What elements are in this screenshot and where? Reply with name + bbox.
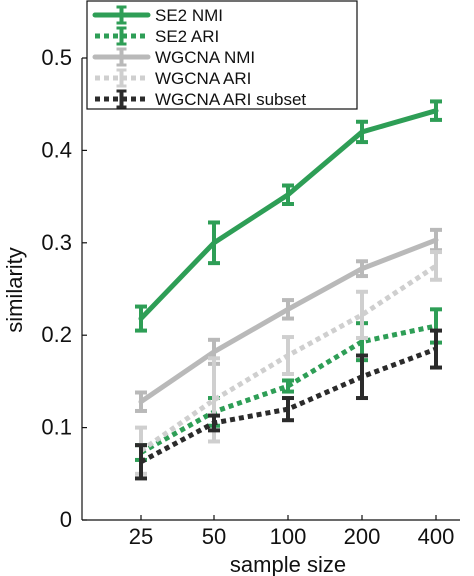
- data-point: [286, 193, 290, 197]
- data-point: [434, 238, 438, 242]
- legend-label: SE2 ARI: [155, 27, 219, 46]
- data-point: [212, 398, 216, 402]
- data-point: [434, 324, 438, 328]
- data-point: [212, 241, 216, 245]
- data-point: [139, 460, 143, 464]
- y-ticks: 0 0.1 0.2 0.3 0.4 0.5: [41, 45, 87, 532]
- series-line: [138, 237, 439, 405]
- data-point: [212, 421, 216, 425]
- x-ticks: 25 50 100 200 400: [129, 515, 455, 549]
- legend-item: SE2 NMI: [92, 5, 223, 25]
- series-wgcna-ari-subset: [135, 328, 442, 481]
- y-tick-label: 0.5: [41, 45, 72, 70]
- legend-items: SE2 NMI SE2 ARI WGCNA NMI WGCNA ARI WGCNA AR…: [92, 5, 306, 109]
- legend-label: SE2 NMI: [155, 6, 223, 25]
- data-point: [360, 340, 364, 344]
- series-layer: [135, 99, 442, 481]
- legend-item: WGCNA ARI subset: [95, 89, 306, 109]
- y-tick-label: 0.3: [41, 230, 72, 255]
- data-point: [434, 264, 438, 268]
- x-tick-label: 100: [270, 524, 307, 549]
- data-point: [286, 354, 290, 358]
- data-point: [286, 384, 290, 388]
- y-axis-label: similarity: [2, 247, 27, 333]
- legend-item: SE2 ARI: [95, 26, 219, 46]
- series-se2-nmi: [135, 99, 442, 333]
- data-point: [286, 407, 290, 411]
- y-tick-label: 0.2: [41, 322, 72, 347]
- data-point: [139, 317, 143, 321]
- legend-item: WGCNA ARI: [95, 68, 251, 88]
- data-point: [360, 375, 364, 379]
- data-point: [360, 130, 364, 134]
- y-tick-label: 0: [60, 507, 72, 532]
- y-tick-label: 0.1: [41, 415, 72, 440]
- legend: SE2 NMI SE2 ARI WGCNA NMI WGCNA ARI WGCNA AR…: [86, 0, 358, 110]
- data-point: [286, 307, 290, 311]
- legend-label: WGCNA NMI: [155, 48, 255, 67]
- legend-label: WGCNA ARI: [155, 69, 251, 88]
- data-point: [360, 313, 364, 317]
- x-tick-label: 200: [344, 524, 381, 549]
- data-point: [139, 400, 143, 404]
- y-tick-label: 0.4: [41, 137, 72, 162]
- data-point: [360, 267, 364, 271]
- data-point: [434, 109, 438, 113]
- data-point: [212, 350, 216, 354]
- x-axis-label: sample size: [230, 552, 346, 576]
- x-tick-label: 25: [129, 524, 153, 549]
- x-tick-label: 50: [202, 524, 226, 549]
- legend-item: WGCNA NMI: [92, 47, 255, 67]
- legend-label: WGCNA ARI subset: [155, 90, 306, 109]
- series-se2-ari: [135, 307, 442, 462]
- series-line: [138, 108, 439, 322]
- axes: 0 0.1 0.2 0.3 0.4 0.5 25 50 100 200 400: [41, 45, 460, 549]
- series-line: [139, 323, 437, 455]
- data-point: [434, 347, 438, 351]
- x-tick-label: 400: [418, 524, 455, 549]
